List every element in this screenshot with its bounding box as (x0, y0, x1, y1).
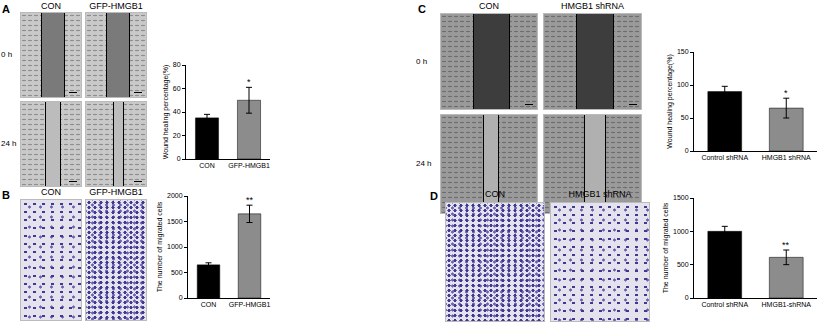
svg-text:*: * (247, 77, 251, 87)
html-text:A: A (2, 3, 10, 15)
svg-text:80: 80 (173, 61, 181, 68)
svg-text:CON: CON (201, 301, 217, 308)
html-text:CON: CON (479, 1, 499, 11)
svg-text:500: 500 (171, 269, 183, 276)
svg-text:20: 20 (173, 132, 181, 139)
html-text:D: D (430, 190, 438, 202)
svg-text:2000: 2000 (167, 192, 183, 199)
html-text:GFP-HMGB1: GFP-HMGB1 (89, 187, 143, 197)
html-text:0 h: 0 h (1, 50, 13, 59)
svg-text:100: 100 (677, 81, 689, 88)
svg-text:40: 40 (173, 108, 181, 115)
svg-text:0: 0 (685, 147, 689, 154)
svg-text:1000: 1000 (167, 243, 183, 250)
html-text:CON: CON (41, 1, 61, 11)
svg-text:The number of migrated cells: The number of migrated cells (156, 201, 164, 292)
svg-text:0: 0 (685, 294, 689, 301)
svg-text:Control shRNA: Control shRNA (701, 154, 748, 161)
html-text:C: C (418, 3, 426, 15)
svg-text:1000: 1000 (673, 228, 689, 235)
html-text:HMGB1 shRNA: HMGB1 shRNA (568, 189, 632, 199)
svg-text:50: 50 (681, 114, 689, 121)
svg-text:Control shRNA: Control shRNA (701, 301, 748, 308)
html-text:B: B (2, 189, 10, 201)
html-text:CON: CON (485, 189, 505, 199)
svg-text:HMGB1 shRNA: HMGB1 shRNA (762, 154, 811, 161)
svg-text:1500: 1500 (167, 218, 183, 225)
html-text:GFP-HMGB1: GFP-HMGB1 (89, 1, 143, 11)
svg-text:GFP-HMGB1: GFP-HMGB1 (228, 162, 270, 169)
svg-text:1500: 1500 (673, 194, 689, 201)
svg-text:**: ** (782, 240, 790, 250)
svg-text:60: 60 (173, 85, 181, 92)
svg-text:0: 0 (177, 155, 181, 162)
svg-text:0: 0 (179, 294, 183, 301)
html-text:24 h: 24 h (1, 139, 17, 148)
html-text:CON: CON (41, 187, 61, 197)
html-text:24 h: 24 h (416, 159, 432, 168)
html-text:0 h: 0 h (416, 56, 428, 66)
svg-text:Wound healing percentage(%): Wound healing percentage(%) (666, 54, 674, 148)
svg-text:*: * (784, 88, 788, 98)
svg-text:500: 500 (677, 261, 689, 268)
svg-text:The number of migrated cells: The number of migrated cells (662, 202, 670, 293)
svg-text:HMGB1-shRNA: HMGB1-shRNA (762, 301, 812, 308)
svg-text:GFP-HMGB1: GFP-HMGB1 (229, 301, 271, 308)
html-text:HMGB1 shRNA: HMGB1 shRNA (561, 1, 624, 11)
svg-text:CON: CON (199, 162, 215, 169)
svg-text:**: ** (246, 195, 254, 205)
svg-text:150: 150 (677, 48, 689, 55)
svg-text:Wound healing percentage(%): Wound healing percentage(%) (162, 65, 170, 159)
